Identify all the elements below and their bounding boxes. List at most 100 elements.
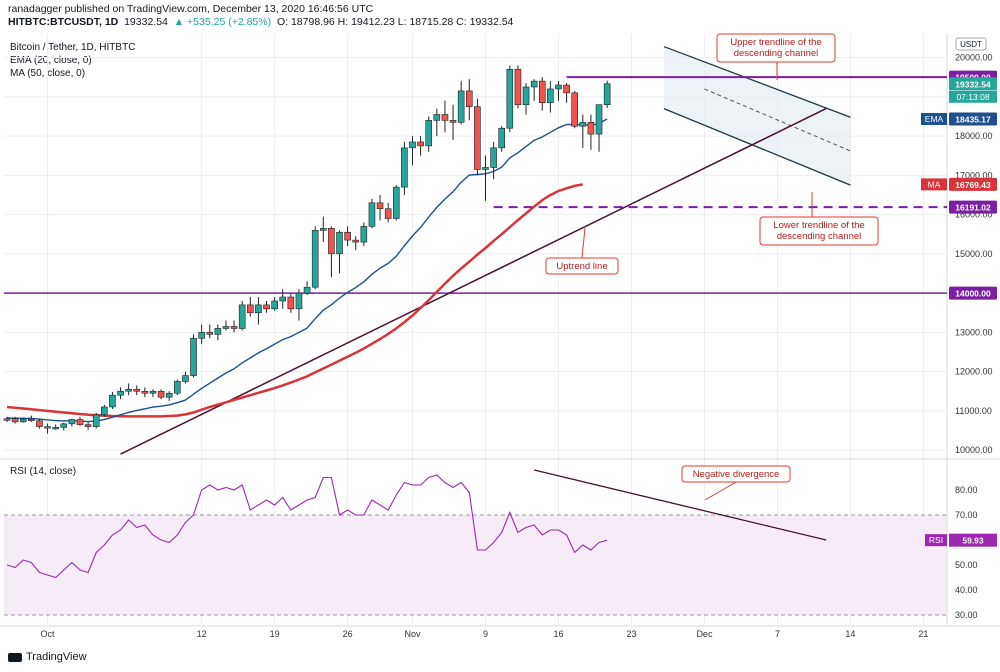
- candle-body: [555, 84, 562, 90]
- candle-body: [198, 332, 205, 339]
- ema-price-label-prefix: EMA: [925, 114, 944, 124]
- candle-body: [319, 228, 327, 231]
- candle-body: [530, 80, 538, 88]
- candle-body: [433, 114, 441, 121]
- channel-shade: [663, 46, 851, 186]
- divergence-note-box: [681, 465, 791, 483]
- symbol-line: HITBTC:BTCUSDT, 1D 19332.54 ▲ +535.25 (+…: [8, 16, 513, 28]
- y-tick-label: 15000.00: [955, 249, 993, 259]
- tradingview-brand: TradingView: [8, 651, 87, 663]
- level-14k-label: 14000.00: [955, 289, 991, 299]
- uptrend-line: [120, 107, 827, 455]
- candle-body: [238, 304, 246, 329]
- y-tick-label: 13000.00: [955, 327, 993, 337]
- lower-trendline-note-box: [759, 216, 879, 246]
- upper-channel-line: [663, 45, 851, 118]
- candle-body: [384, 208, 392, 219]
- candle-body: [538, 80, 546, 104]
- candle-body: [222, 326, 230, 329]
- level-low-label: 16191.02: [955, 203, 991, 213]
- lower-trendline-note-text: Lower trendline of the: [773, 220, 864, 231]
- candle-body: [441, 114, 449, 121]
- candle-body: [360, 226, 368, 243]
- rsi-y-tick-label: 40.00: [955, 585, 978, 595]
- y-tick-label: 18000.00: [955, 131, 993, 141]
- candle-body: [230, 326, 238, 329]
- rsi-prefix: RSI: [929, 535, 943, 545]
- ma-price-label-prefix: MA: [928, 179, 941, 189]
- countdown-label: 07:13:08: [956, 92, 989, 102]
- divergence-note-text: Negative divergence: [693, 469, 780, 480]
- level-low-label-bg: [949, 200, 997, 214]
- y-tick-label: 20000.00: [955, 53, 993, 63]
- ma-price-label-prefix-bg: [921, 178, 947, 191]
- x-tick-label: 23: [626, 629, 636, 639]
- y-tick-label: 17000.00: [955, 170, 993, 180]
- rsi-value-label: 59.93: [962, 536, 984, 546]
- candle-body: [579, 122, 587, 127]
- candle-body: [117, 390, 124, 396]
- header: ranadagger published on TradingView.com,…: [0, 0, 1000, 30]
- candle-body: [149, 390, 157, 394]
- candle-body: [376, 202, 384, 210]
- candle-body: [206, 332, 214, 335]
- candle-body: [506, 69, 514, 129]
- candle-body: [295, 292, 303, 310]
- rsi-line: [6, 474, 608, 579]
- candle-body: [449, 120, 457, 123]
- x-tick-label: Dec: [696, 629, 713, 639]
- candle-body: [247, 304, 254, 314]
- candle-body: [311, 229, 319, 288]
- candle-body: [214, 328, 222, 335]
- candle-body: [174, 381, 181, 394]
- divergence-note-pointer: [704, 481, 737, 501]
- candle-body: [36, 420, 43, 427]
- symbol: HITBTC:BTCUSDT, 1D: [8, 16, 119, 28]
- candle-body: [595, 104, 603, 135]
- candle-body: [392, 186, 400, 219]
- candle-body: [263, 304, 270, 310]
- uptrend-note-box: [545, 257, 619, 275]
- candle-body: [84, 424, 92, 427]
- candle-body: [490, 147, 497, 168]
- rsi-prefix-bg: [925, 534, 947, 547]
- candle-body: [563, 84, 570, 94]
- rsi-y-tick-label: 70.00: [955, 510, 978, 520]
- candle-body: [11, 418, 19, 423]
- price-change: ▲ +535.25 (+2.85%): [173, 16, 272, 28]
- candle-body: [182, 375, 189, 382]
- x-tick-label: 14: [845, 629, 855, 639]
- x-tick-label: 12: [197, 629, 207, 639]
- countdown-bg: [949, 90, 997, 103]
- upper-trendline-note-box: [716, 33, 836, 63]
- x-tick-label: 16: [553, 629, 563, 639]
- upper-trendline-note-text: Upper trendline of the: [730, 37, 821, 48]
- candle-body: [474, 106, 481, 170]
- upper-trendline-note-text: descending channel: [734, 48, 819, 59]
- candle-body: [303, 286, 311, 294]
- x-tick-label: 7: [775, 629, 780, 639]
- candle-body: [514, 69, 522, 105]
- candle-body: [328, 228, 335, 255]
- uptrend-note-pointer: [581, 227, 586, 259]
- candle-body: [255, 304, 262, 314]
- lower-channel-line: [663, 107, 851, 186]
- rsi-y-tick-label: 50.00: [955, 560, 978, 570]
- y-tick-label: 10000.00: [955, 445, 993, 455]
- candle-body: [587, 122, 595, 135]
- rsi-y-tick-label: 30.00: [955, 610, 978, 620]
- candle-body: [571, 92, 579, 127]
- candle-body: [457, 90, 465, 123]
- candle-body: [368, 202, 376, 227]
- x-tick-label: 26: [343, 629, 353, 639]
- candle-body: [547, 88, 554, 104]
- candle-body: [482, 167, 489, 170]
- ema-price-label: 18435.17: [955, 114, 991, 124]
- candle-body: [109, 394, 116, 408]
- candle-body: [92, 414, 100, 427]
- candle-body: [409, 141, 416, 149]
- candle-body: [44, 426, 51, 429]
- ma-price-label-bg: [949, 177, 997, 191]
- rsi-divergence-line: [533, 469, 827, 541]
